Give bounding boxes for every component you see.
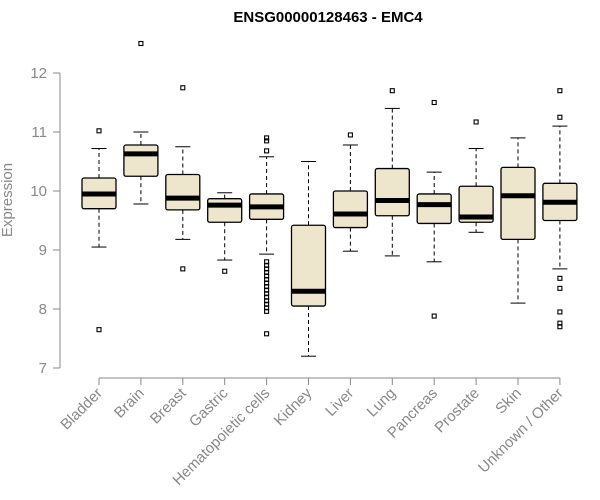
- x-tick-label: Kidney: [271, 384, 316, 429]
- outlier-point: [473, 119, 479, 125]
- x-tick-label: Brain: [111, 385, 148, 422]
- x-tick-label: Breast: [147, 384, 190, 427]
- outlier-point: [347, 132, 353, 138]
- y-axis: 7 8 9 10 11 12: [30, 65, 61, 377]
- outlier-point: [180, 85, 186, 91]
- outlier-point: [557, 275, 563, 281]
- box-group: [500, 137, 536, 304]
- outlier-point: [264, 148, 270, 154]
- outlier-point: [557, 285, 563, 291]
- box-group: [332, 132, 369, 252]
- y-tick-label: 12: [30, 65, 47, 82]
- box-group: [458, 119, 494, 233]
- y-tick-label: 8: [39, 301, 47, 318]
- outlier-point: [138, 40, 144, 47]
- outlier-point: [557, 88, 563, 94]
- outlier-point: [389, 88, 395, 94]
- y-tick-label: 10: [30, 183, 47, 200]
- outlier-point: [431, 313, 437, 319]
- box-group: [165, 85, 201, 272]
- outlier-point: [264, 308, 270, 314]
- box: [416, 193, 452, 225]
- box-group: [123, 40, 159, 205]
- box: [332, 190, 369, 229]
- y-tick-label: 9: [39, 242, 47, 259]
- x-tick-label: Prostate: [431, 385, 483, 437]
- y-axis-label: Expression: [0, 163, 16, 237]
- box: [374, 167, 410, 217]
- outlier-point: [264, 331, 270, 337]
- box: [123, 144, 159, 177]
- outlier-point: [96, 128, 102, 134]
- outlier-point: [431, 99, 437, 106]
- box: [165, 173, 201, 211]
- box-group: [290, 161, 327, 357]
- box: [458, 185, 494, 223]
- box-group: [542, 88, 578, 330]
- x-tick-label: Lung: [364, 385, 400, 421]
- x-tick-label: Skin: [492, 385, 525, 418]
- box-group: [207, 192, 243, 274]
- outlier-point: [264, 138, 270, 144]
- outlier-point: [557, 309, 563, 315]
- box-group: [374, 88, 410, 257]
- box-group: [81, 128, 117, 333]
- outlier-point: [180, 266, 186, 272]
- box-group: [416, 99, 452, 319]
- chart-title: ENSG00000128463 - EMC4: [233, 9, 423, 26]
- outlier-point: [264, 135, 270, 141]
- outlier-point: [557, 324, 563, 330]
- outlier-point: [222, 268, 228, 274]
- x-tick-label: Bladder: [57, 385, 106, 434]
- box: [290, 224, 327, 307]
- box-group: [248, 135, 285, 337]
- outlier-point: [557, 114, 563, 120]
- x-tick-label: Liver: [322, 385, 357, 420]
- box: [500, 166, 536, 241]
- y-tick-label: 11: [31, 124, 47, 141]
- box: [207, 198, 243, 223]
- plot-area: [81, 40, 578, 357]
- outlier-point: [96, 327, 102, 333]
- y-tick-label: 7: [39, 360, 47, 377]
